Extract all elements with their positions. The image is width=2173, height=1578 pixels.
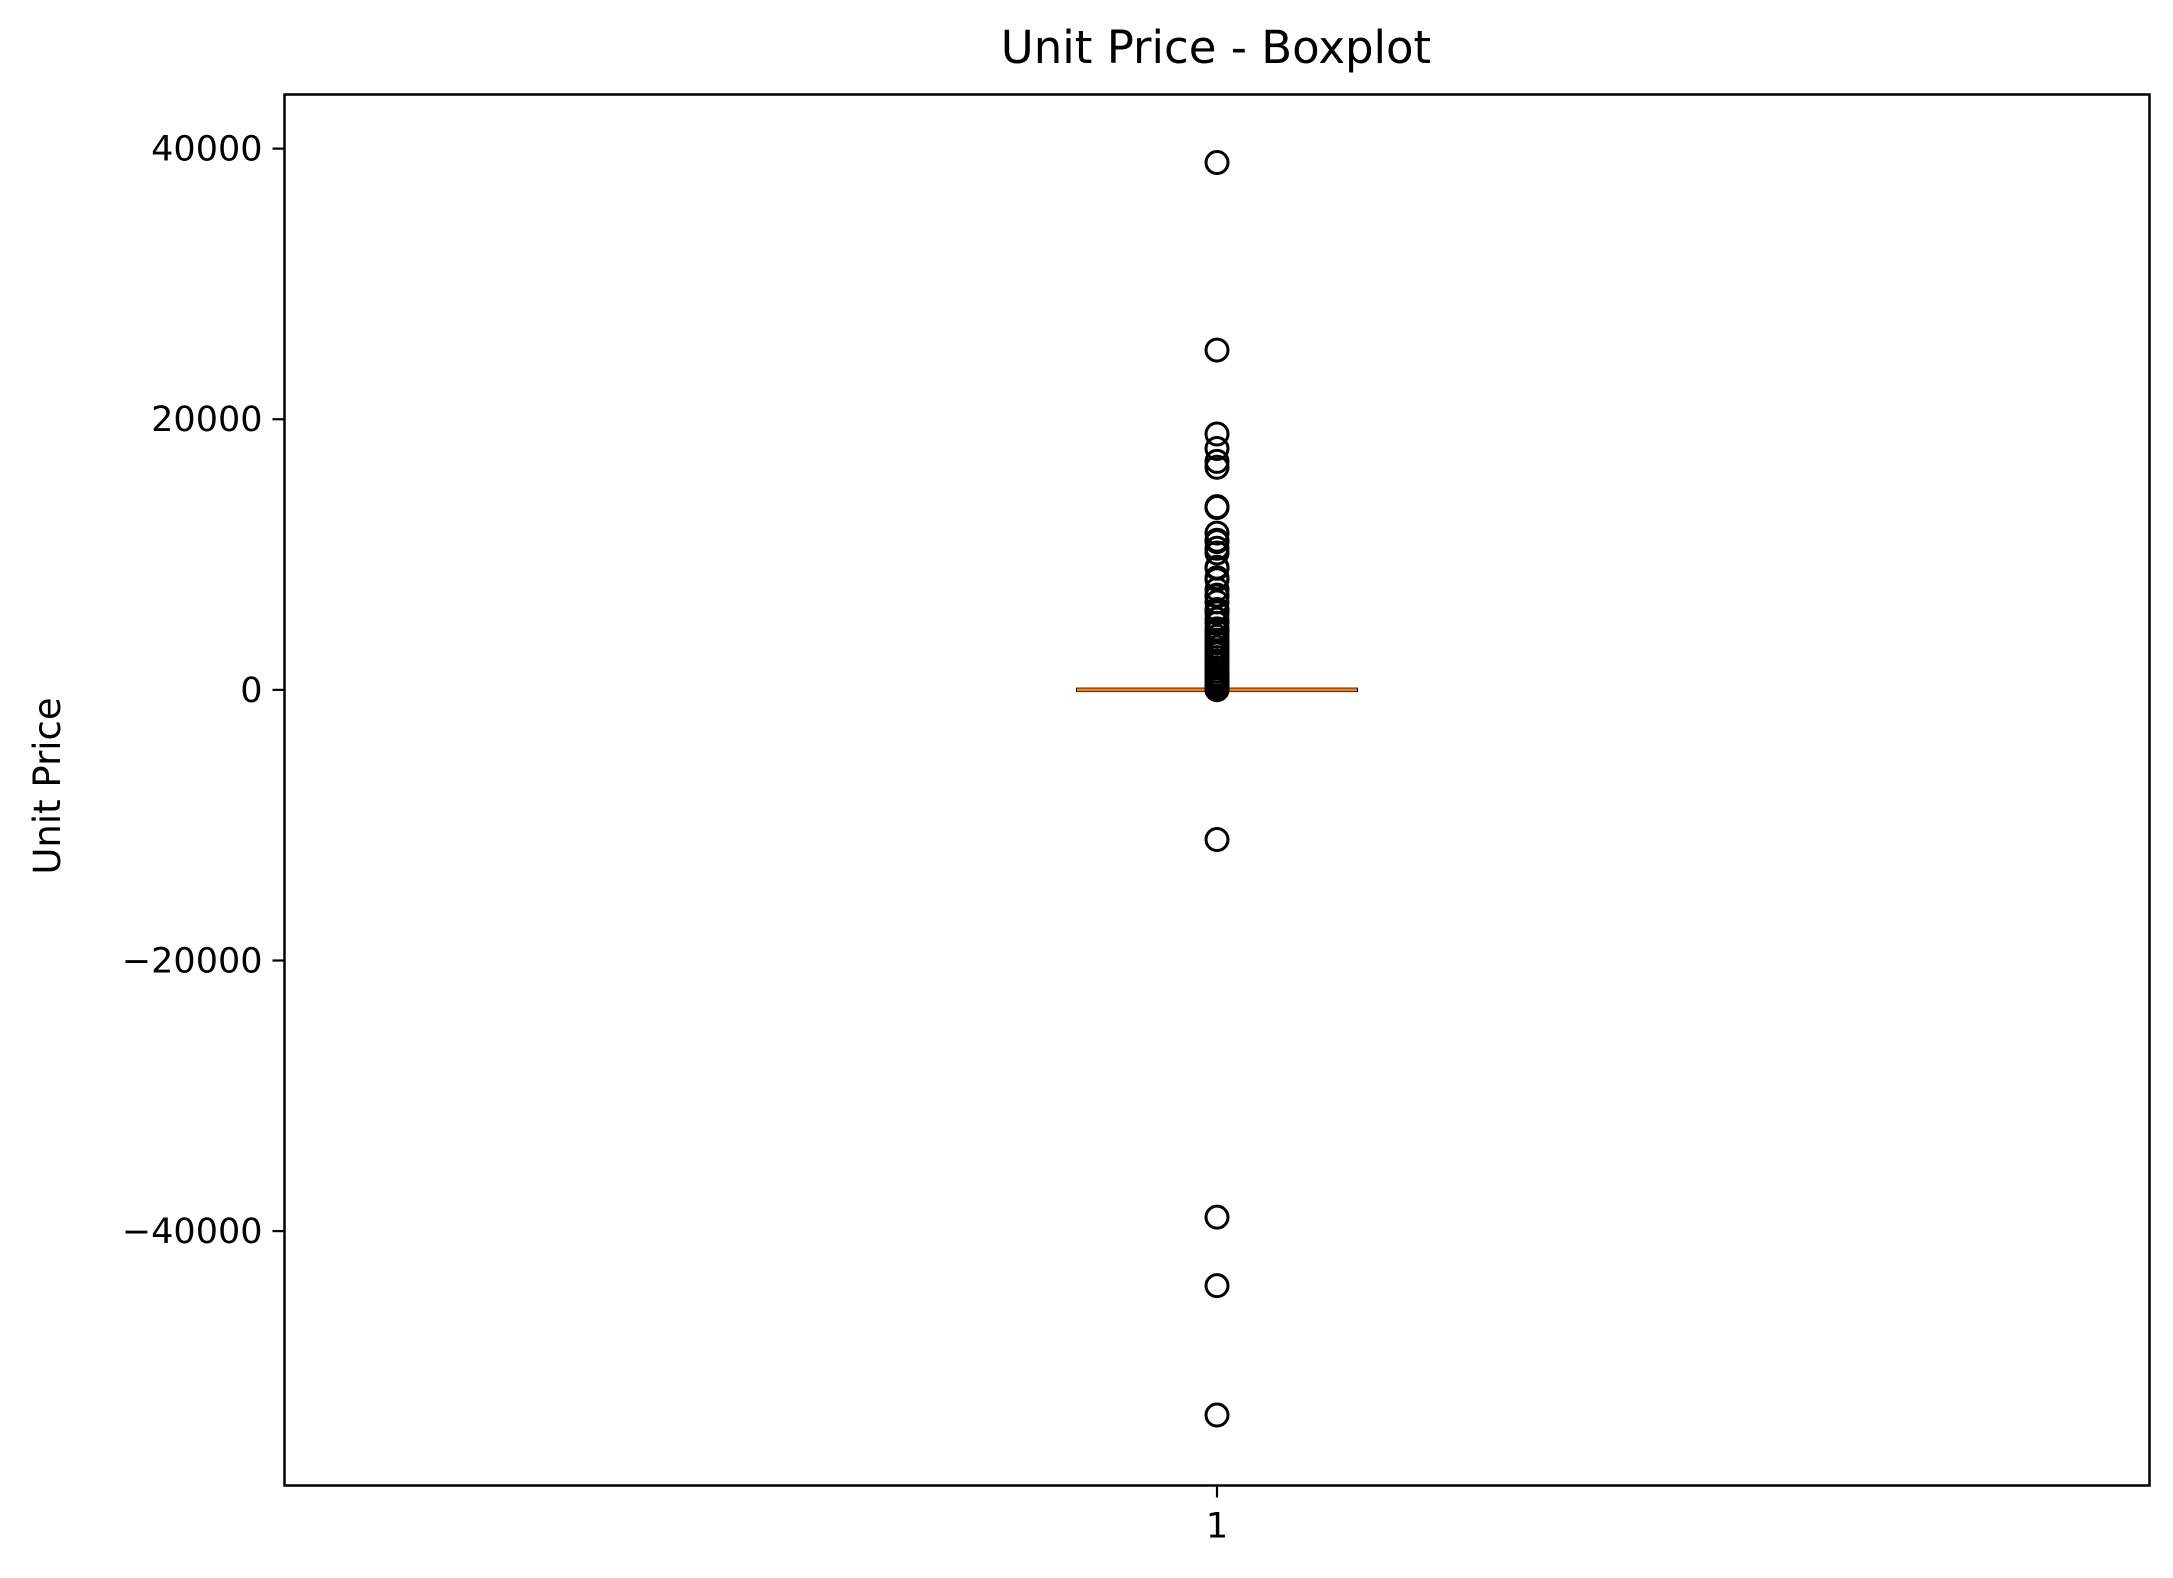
outlier-point xyxy=(1204,421,1230,447)
x-axis-ticks: 1 xyxy=(1206,1485,1228,1547)
y-axis-label: Unit Price xyxy=(26,697,69,874)
y-tick-label: −40000 xyxy=(122,1212,263,1252)
outlier-point xyxy=(1204,540,1230,566)
y-tick-label: 40000 xyxy=(151,130,262,170)
chart-title: Unit Price - Boxplot xyxy=(1001,21,1431,74)
outlier-point xyxy=(1204,677,1230,703)
y-axis-ticks: −40000 −20000 0 20000 40000 xyxy=(122,130,285,1252)
outlier-point xyxy=(1204,337,1230,363)
outlier-point xyxy=(1204,1402,1230,1428)
outlier-point xyxy=(1204,520,1230,546)
outlier-point xyxy=(1204,600,1230,626)
y-tick-label: 0 xyxy=(240,671,262,711)
outlier-point xyxy=(1204,827,1230,853)
outlier-point xyxy=(1204,1273,1230,1299)
outlier-point xyxy=(1204,454,1230,480)
outlier-point xyxy=(1204,436,1230,462)
plot-area-frame xyxy=(283,93,2151,1487)
outlier-point xyxy=(1204,150,1230,176)
x-tick-label: 1 xyxy=(1206,1507,1228,1547)
y-tick-label: −20000 xyxy=(122,941,263,981)
outlier-point xyxy=(1204,1204,1230,1230)
outlier-point xyxy=(1204,495,1230,521)
outlier-point xyxy=(1204,529,1230,555)
y-tick-label: 20000 xyxy=(151,400,262,440)
outlier-points xyxy=(1204,150,1230,1428)
